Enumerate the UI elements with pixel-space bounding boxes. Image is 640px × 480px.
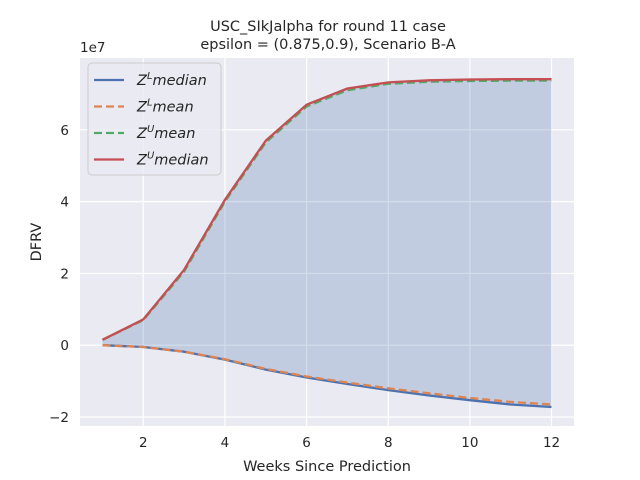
y-tick-label: 0 <box>60 338 69 354</box>
x-tick-label: 2 <box>139 435 148 451</box>
series-lines <box>101 78 552 409</box>
legend-entry: ZUmean <box>136 124 195 142</box>
x-tick-label: 10 <box>461 435 478 451</box>
x-tick-label: 12 <box>543 435 560 451</box>
y-axis-label: DFRV <box>29 223 45 262</box>
series-line <box>101 78 552 341</box>
x-ticks: 2 4 6 8 10 12 <box>139 435 560 451</box>
legend-entry: ZUmedian <box>136 151 209 169</box>
x-tick-label: 4 <box>221 435 230 451</box>
y-tick-label: 4 <box>60 195 69 211</box>
chart-title-line1: USC_SIkJalpha for round 11 case <box>210 19 446 35</box>
y-tick-label: 6 <box>60 123 69 139</box>
series-line <box>102 344 552 406</box>
grid <box>80 58 574 426</box>
y-tick-label: −2 <box>49 410 69 426</box>
x-tick-label: 6 <box>302 435 311 451</box>
y-tick-label: 2 <box>60 266 69 282</box>
y-offset-text: 1e7 <box>80 40 105 56</box>
y-ticks: −2 0 2 4 6 <box>49 123 69 426</box>
legend-box <box>87 62 222 176</box>
fill-between-area <box>102 79 552 407</box>
x-tick-label: 8 <box>384 435 393 451</box>
legend-entry: ZLmean <box>136 98 194 116</box>
x-axis-label: Weeks Since Prediction <box>243 459 411 475</box>
legend-entry: ZLmedian <box>136 71 207 89</box>
chart-title-line2: epsilon = (0.875,0.9), Scenario B-A <box>200 37 455 53</box>
legend: ZLmedian ZLmean ZUmean ZUmedian <box>87 62 222 176</box>
